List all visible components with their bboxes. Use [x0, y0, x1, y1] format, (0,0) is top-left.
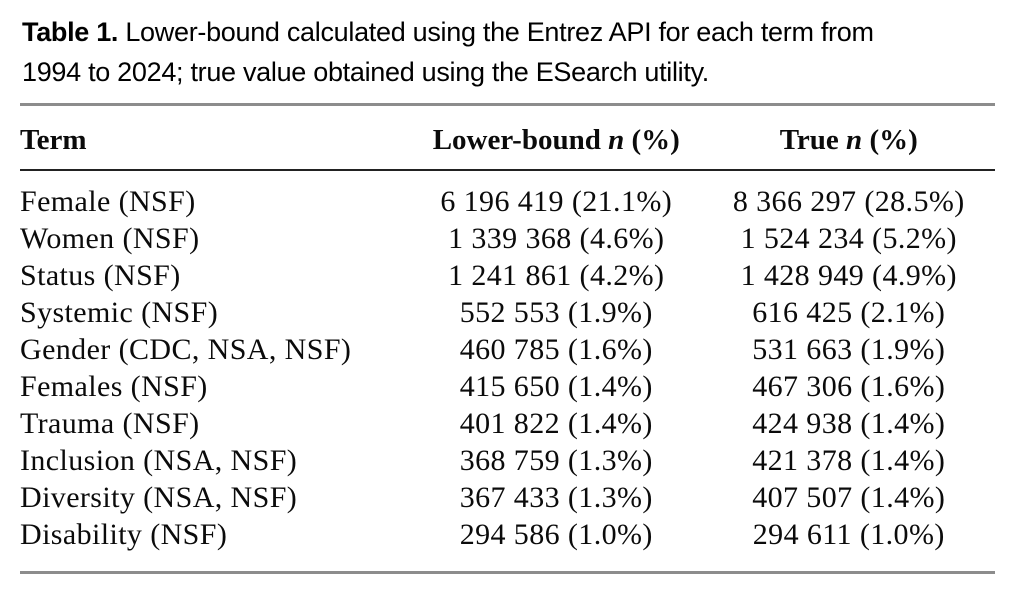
- table-header: Term Lower-bound n (%) True n (%): [20, 104, 995, 171]
- header-cell-lower-bound: Lower-bound n (%): [410, 104, 703, 171]
- table-row: Gender (CDC, NSA, NSF) 460 785 (1.6%) 53…: [20, 331, 995, 368]
- true-value-cell: 531 663 (1.9%): [752, 333, 946, 366]
- term-cell: Female (NSF): [20, 185, 196, 218]
- true-value-cell: 8 366 297 (28.5%): [732, 185, 965, 218]
- lower-bound-n-variable: n: [608, 124, 625, 156]
- term-cell: Women (NSF): [20, 222, 200, 255]
- lower-bound-cell: 1 339 368 (4.6%): [448, 222, 665, 255]
- true-value-cell: 424 938 (1.4%): [752, 407, 946, 440]
- term-cell: Inclusion (NSA, NSF): [20, 444, 298, 477]
- lower-bound-cell: 460 785 (1.6%): [459, 333, 653, 366]
- true-value-cell: 467 306 (1.6%): [752, 370, 946, 403]
- table-row: Females (NSF) 415 650 (1.4%) 467 306 (1.…: [20, 368, 995, 405]
- caption-line-1: Table 1. Lower-bound calculated using th…: [22, 12, 874, 52]
- lower-bound-cell: 415 650 (1.4%): [459, 370, 653, 403]
- header-row: Term Lower-bound n (%) True n (%): [20, 104, 995, 171]
- term-cell: Systemic (NSF): [20, 296, 219, 329]
- table-row: Female (NSF) 6 196 419 (21.1%) 8 366 297…: [20, 170, 995, 220]
- table-row: Inclusion (NSA, NSF) 368 759 (1.3%) 421 …: [20, 442, 995, 479]
- table-row: Trauma (NSF) 401 822 (1.4%) 424 938 (1.4…: [20, 405, 995, 442]
- term-cell: Diversity (NSA, NSF): [20, 481, 298, 514]
- true-value-cell: 616 425 (2.1%): [752, 296, 946, 329]
- lower-bound-cell: 6 196 419 (21.1%): [440, 185, 673, 218]
- term-cell: Females (NSF): [20, 370, 208, 403]
- table-row: Disability (NSF) 294 586 (1.0%) 294 611 …: [20, 516, 995, 573]
- lower-bound-cell: 367 433 (1.3%): [459, 481, 653, 514]
- term-cell: Trauma (NSF): [20, 407, 200, 440]
- results-table: Term Lower-bound n (%) True n (%) Female…: [20, 103, 995, 574]
- term-cell: Disability (NSF): [20, 518, 228, 551]
- table-row: Women (NSF) 1 339 368 (4.6%) 1 524 234 (…: [20, 220, 995, 257]
- true-value-cell: 1 524 234 (5.2%): [740, 222, 957, 255]
- caption-text-line-1: Lower-bound calculated using the Entrez …: [118, 17, 874, 47]
- lower-bound-cell: 368 759 (1.3%): [459, 444, 653, 477]
- caption-line-2: 1994 to 2024; true value obtained using …: [22, 57, 709, 87]
- table-row: Diversity (NSA, NSF) 367 433 (1.3%) 407 …: [20, 479, 995, 516]
- lower-bound-cell: 552 553 (1.9%): [459, 296, 653, 329]
- table-caption: Table 1. Lower-bound calculated using th…: [22, 12, 874, 92]
- header-cell-true: True n (%): [702, 104, 995, 171]
- header-cell-term: Term: [20, 104, 410, 171]
- term-cell: Gender (CDC, NSA, NSF): [20, 333, 352, 366]
- true-n-variable: n: [846, 124, 863, 156]
- lower-bound-cell: 294 586 (1.0%): [459, 518, 653, 551]
- table-row: Status (NSF) 1 241 861 (4.2%) 1 428 949 …: [20, 257, 995, 294]
- lower-bound-cell: 1 241 861 (4.2%): [448, 259, 665, 292]
- table-body: Female (NSF) 6 196 419 (21.1%) 8 366 297…: [20, 170, 995, 573]
- table-row: Systemic (NSF) 552 553 (1.9%) 616 425 (2…: [20, 294, 995, 331]
- caption-label: Table 1.: [22, 17, 119, 47]
- true-value-cell: 407 507 (1.4%): [752, 481, 946, 514]
- true-value-cell: 1 428 949 (4.9%): [740, 259, 957, 292]
- true-value-cell: 421 378 (1.4%): [752, 444, 946, 477]
- lower-bound-cell: 401 822 (1.4%): [459, 407, 653, 440]
- term-cell: Status (NSF): [20, 259, 181, 292]
- true-value-cell: 294 611 (1.0%): [752, 518, 945, 551]
